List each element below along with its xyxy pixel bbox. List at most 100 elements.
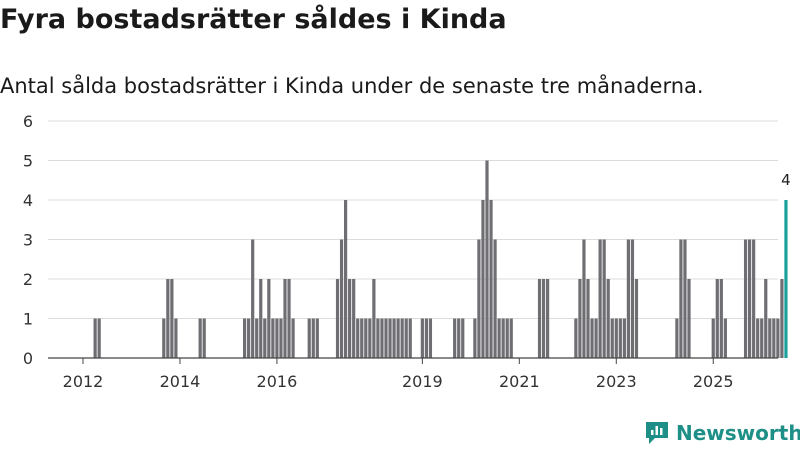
bar bbox=[509, 318, 513, 358]
bar bbox=[610, 318, 614, 358]
bar bbox=[420, 318, 424, 358]
chart-subtitle: Antal sålda bostadsrätter i Kinda under … bbox=[0, 74, 704, 98]
bar bbox=[752, 239, 756, 358]
bar bbox=[368, 318, 372, 358]
bar bbox=[339, 239, 344, 358]
bar bbox=[198, 318, 202, 358]
bar bbox=[344, 200, 348, 358]
bar bbox=[614, 318, 618, 358]
bar bbox=[287, 279, 291, 358]
bar bbox=[618, 318, 622, 358]
bar bbox=[501, 318, 505, 358]
bar bbox=[170, 279, 174, 358]
bar bbox=[784, 200, 788, 358]
y-tick-label: 6 bbox=[23, 112, 33, 131]
bar bbox=[174, 318, 178, 358]
x-tick-label: 2019 bbox=[402, 372, 443, 391]
bar bbox=[675, 318, 679, 358]
gridlines bbox=[48, 120, 778, 319]
bar bbox=[606, 279, 610, 358]
bar bbox=[311, 318, 315, 358]
bar bbox=[489, 200, 493, 358]
bar bbox=[247, 318, 251, 358]
bar bbox=[497, 318, 501, 358]
bar bbox=[586, 279, 590, 358]
axes: 0 1 2 3 4 5 6 2012 2014 2016 2019 2021 2023 2025 4 bbox=[23, 112, 791, 391]
bar bbox=[457, 318, 461, 358]
bar bbox=[768, 318, 772, 358]
bar bbox=[396, 318, 400, 358]
bar bbox=[546, 279, 550, 358]
bar bbox=[630, 239, 635, 358]
bar bbox=[481, 200, 485, 358]
x-tick-label: 2025 bbox=[693, 372, 734, 391]
bar bbox=[400, 318, 404, 358]
bar bbox=[578, 279, 582, 358]
data-label: 4 bbox=[781, 171, 791, 189]
x-tick-label: 2014 bbox=[160, 372, 201, 391]
bar bbox=[243, 318, 247, 358]
bar bbox=[776, 318, 780, 358]
chart-title: Fyra bostadsrätter såldes i Kinda bbox=[0, 4, 507, 35]
bar bbox=[473, 318, 477, 358]
bar bbox=[743, 239, 748, 358]
bar bbox=[356, 318, 360, 358]
y-tick-label: 3 bbox=[23, 231, 33, 250]
bar bbox=[505, 318, 509, 358]
bar bbox=[679, 239, 683, 358]
bar bbox=[372, 279, 376, 358]
bar bbox=[477, 239, 481, 358]
bar bbox=[275, 318, 279, 358]
y-tick-label: 0 bbox=[23, 349, 33, 368]
bar bbox=[582, 239, 586, 358]
bar bbox=[756, 318, 760, 358]
bar bbox=[687, 279, 691, 358]
bar bbox=[255, 318, 259, 358]
bar bbox=[307, 318, 311, 358]
bar bbox=[719, 279, 723, 358]
bar bbox=[748, 239, 752, 358]
bar bbox=[364, 318, 368, 358]
bar bbox=[428, 318, 433, 358]
x-tick-label: 2023 bbox=[596, 372, 637, 391]
bar bbox=[485, 160, 489, 358]
bar bbox=[723, 318, 727, 358]
bar bbox=[764, 279, 768, 358]
bar bbox=[574, 318, 578, 358]
bar bbox=[279, 318, 283, 358]
newsworthy-logo-icon bbox=[646, 422, 668, 444]
bar bbox=[541, 279, 546, 358]
bar bbox=[493, 239, 497, 358]
bar bbox=[348, 279, 352, 358]
bar bbox=[598, 239, 602, 358]
bar bbox=[263, 318, 267, 358]
bar bbox=[683, 239, 687, 358]
y-tick-label: 1 bbox=[23, 310, 33, 329]
bar bbox=[626, 239, 630, 358]
bar bbox=[424, 318, 428, 358]
bars bbox=[93, 160, 788, 358]
bar bbox=[267, 279, 271, 358]
bar bbox=[97, 318, 101, 358]
bar bbox=[392, 318, 396, 358]
bar bbox=[166, 279, 170, 358]
brand-logo[interactable]: Newsworthy bbox=[644, 420, 800, 446]
bar bbox=[537, 279, 542, 358]
bar bbox=[93, 318, 97, 358]
x-tick-label: 2016 bbox=[257, 372, 298, 391]
bar bbox=[360, 318, 364, 358]
bar bbox=[408, 318, 412, 358]
bar bbox=[453, 318, 457, 358]
bar bbox=[259, 279, 263, 358]
bar bbox=[380, 318, 384, 358]
bar bbox=[384, 318, 388, 358]
bar bbox=[590, 318, 594, 358]
bar bbox=[162, 318, 166, 358]
bar bbox=[760, 318, 764, 358]
bar bbox=[594, 318, 598, 358]
bar bbox=[283, 279, 287, 358]
brand-name: Newsworthy bbox=[676, 421, 800, 445]
bar bbox=[271, 318, 275, 358]
bar bbox=[335, 279, 340, 358]
